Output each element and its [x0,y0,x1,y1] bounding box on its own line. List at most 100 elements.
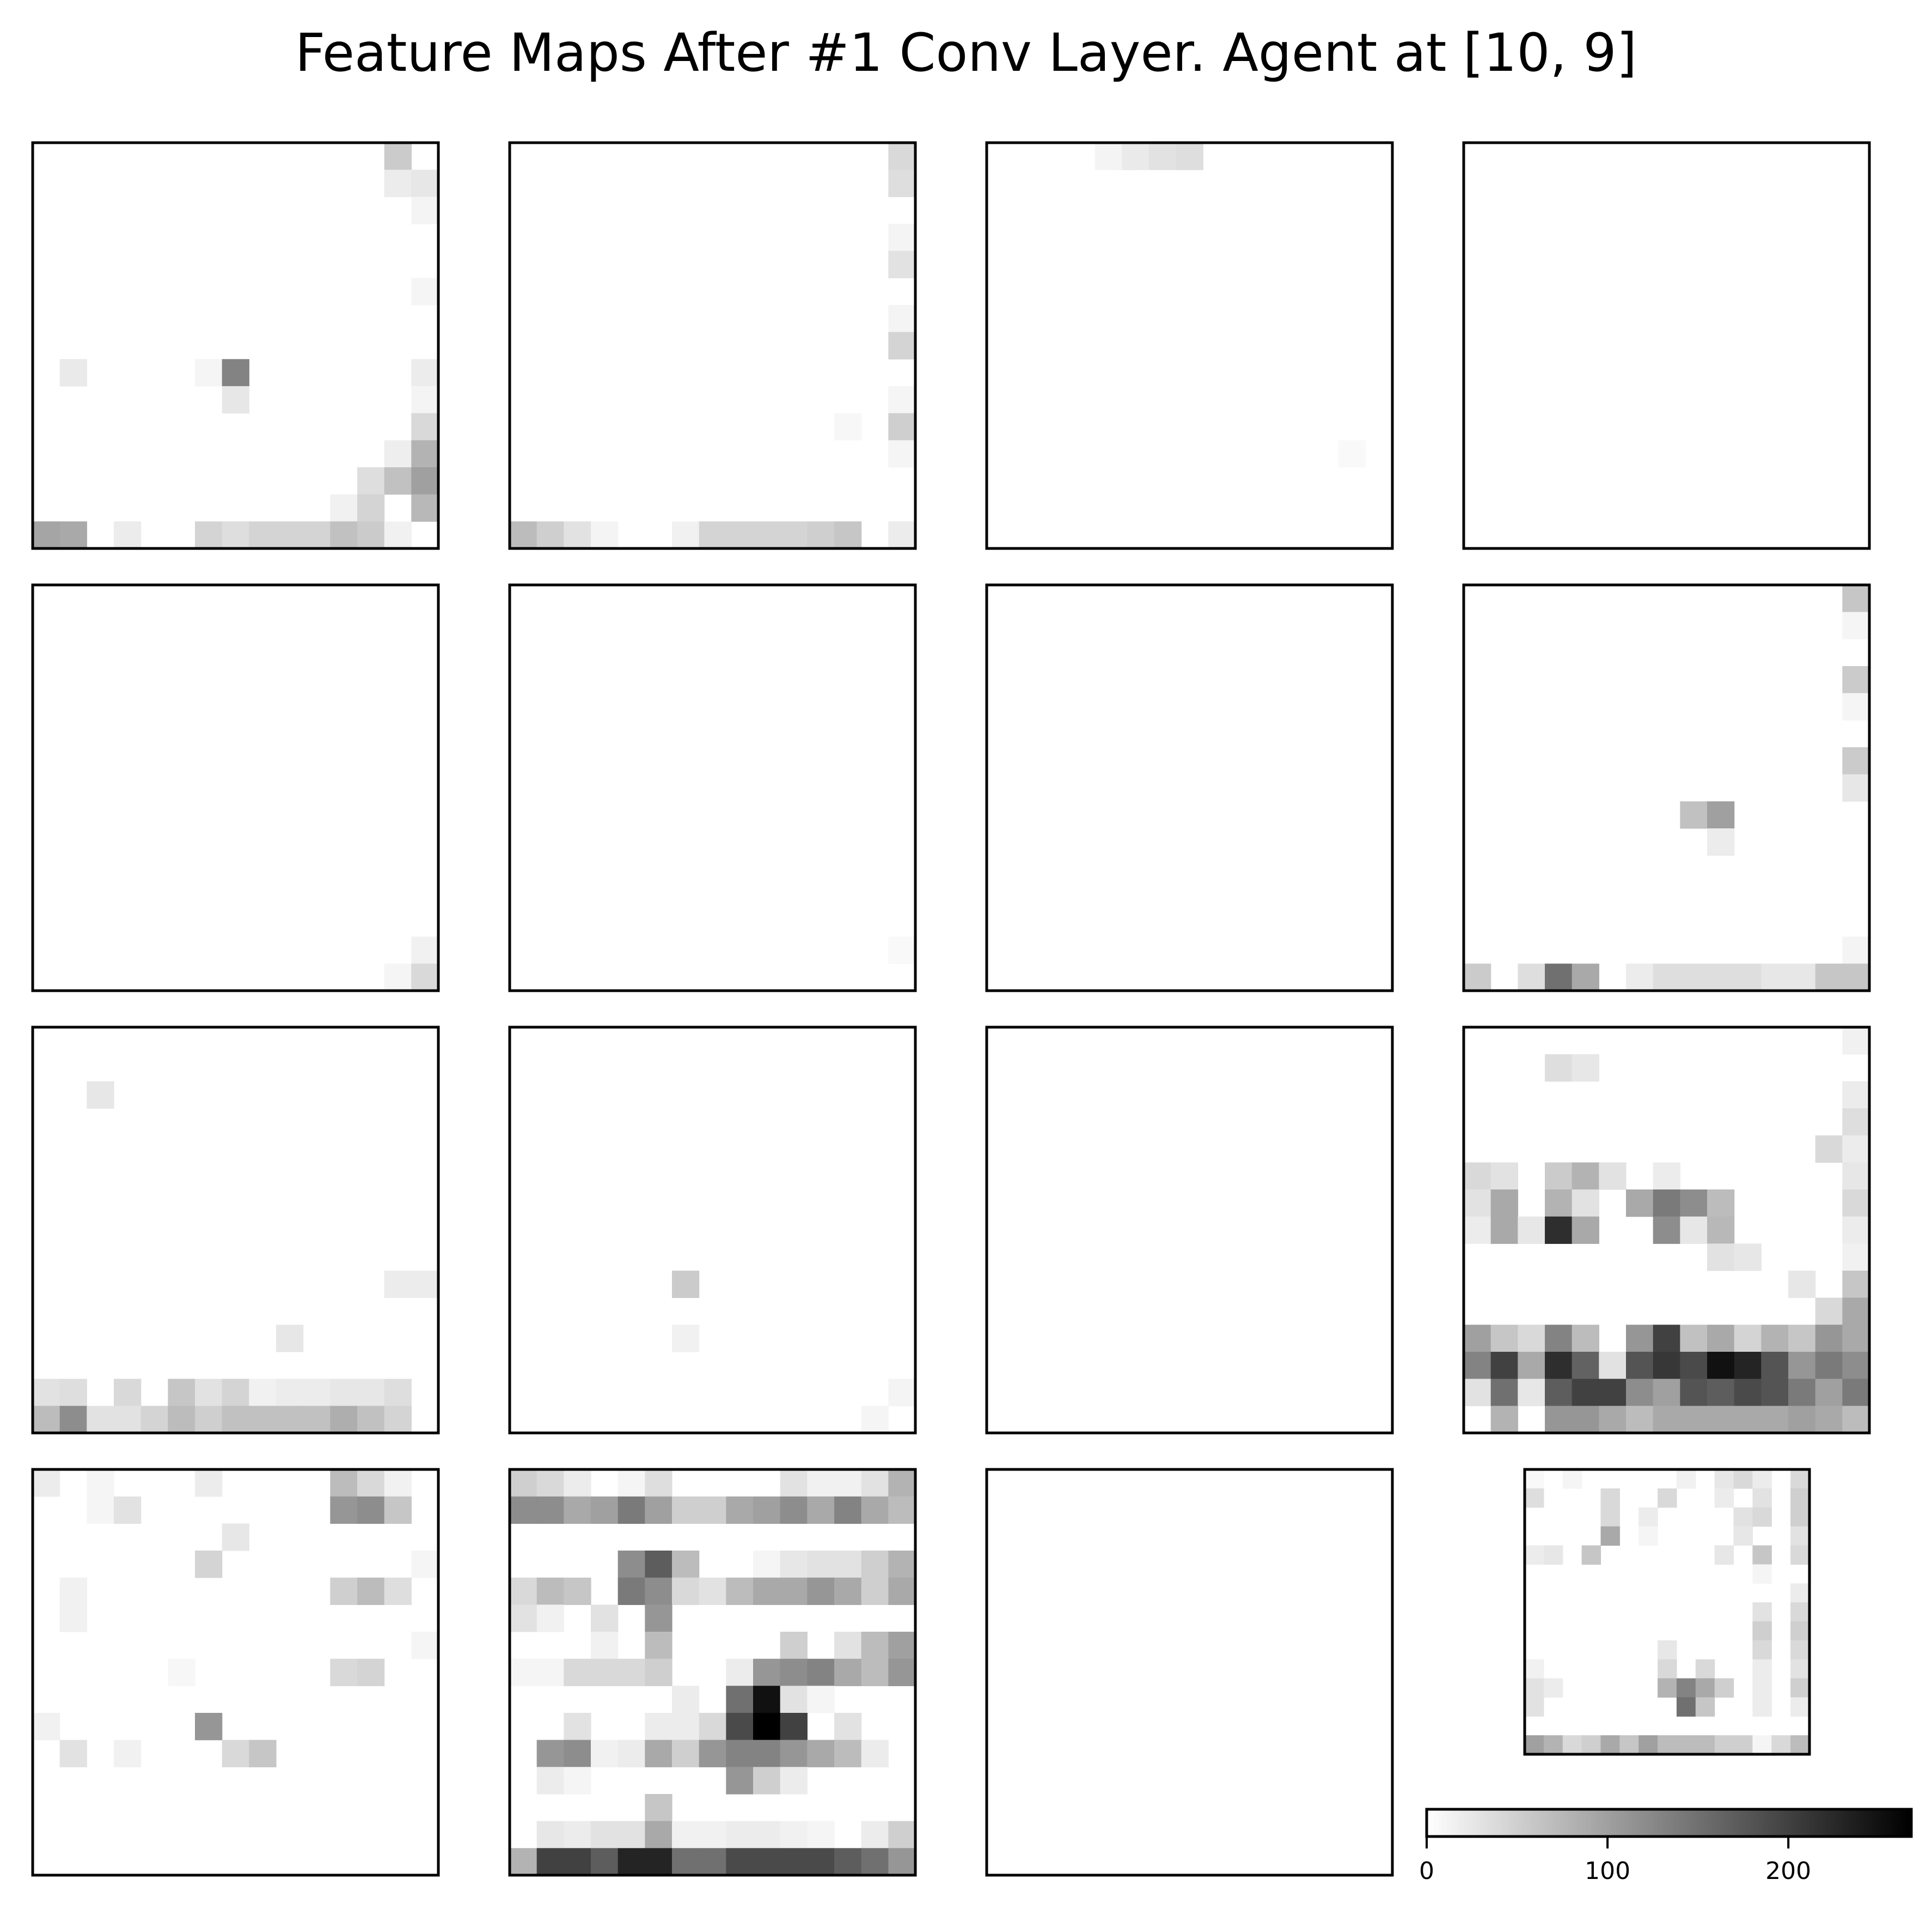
heatmap-cell [1619,1735,1639,1755]
heatmap-cell [645,1551,672,1578]
heatmap-cell [1761,963,1789,991]
heatmap-cell [807,1686,835,1713]
heatmap-cell [753,521,781,549]
heatmap-cell [1490,1189,1518,1217]
heatmap-cell [1653,1189,1680,1217]
heatmap-cell [357,1406,385,1433]
heatmap-cell [330,494,358,522]
heatmap-cell [699,1713,726,1741]
heatmap-cell [1761,1352,1789,1380]
heatmap-cell [753,1496,781,1524]
heatmap-cell [1525,1735,1544,1755]
heatmap-cell [726,1577,754,1605]
heatmap-cell [87,1406,114,1433]
heatmap-cell [1543,1678,1563,1698]
heatmap-cell [1464,963,1491,991]
heatmap-cell [780,1821,808,1848]
heatmap-cell [672,1686,700,1713]
heatmap-cell [357,1658,385,1686]
heatmap-cell [1518,963,1545,991]
heatmap-cell [1788,963,1816,991]
heatmap-cell [1545,1406,1573,1433]
heatmap-cell [1518,1325,1545,1352]
heatmap-cell [645,1713,672,1741]
heatmap-cell [1842,1081,1870,1109]
heatmap-cell [1790,1488,1810,1508]
heatmap-cell [1707,1189,1735,1217]
heatmap-cell [645,1577,672,1605]
heatmap-cell [888,251,916,278]
heatmap-cell [195,1378,223,1406]
heatmap-cell [1525,1697,1544,1717]
heatmap-cell [1525,1545,1544,1565]
heatmap-cell [1658,1678,1677,1698]
feature-map-frame [31,583,440,992]
heatmap-cell [1653,1325,1680,1352]
heatmap-cell [1695,1678,1715,1698]
feature-map-frame [508,583,917,992]
heatmap-cell [780,1658,808,1686]
heatmap-cell [384,467,412,495]
heatmap-cell [1734,1378,1762,1406]
heatmap-cell [1842,1378,1870,1406]
heatmap-cell [1733,1469,1753,1489]
heatmap-cell [536,1821,564,1848]
heatmap-cell [564,1713,591,1741]
heatmap-cell [888,1848,916,1876]
colorbar-tick-label: 200 [1765,1857,1811,1885]
heatmap-cell [1658,1640,1677,1660]
heatmap-cell [564,1821,591,1848]
heatmap-cell [1707,1352,1735,1380]
heatmap-cell [330,1469,358,1497]
heatmap-cell [1842,1027,1870,1055]
heatmap-cell [807,1740,835,1767]
heatmap-cell [276,1406,304,1433]
heatmap-cell [87,1496,114,1524]
heatmap-cell [114,1378,142,1406]
heatmap-cell [59,359,87,387]
heatmap-cell [1752,1507,1772,1527]
heatmap-cell [861,1632,889,1659]
heatmap-cell [1752,1469,1772,1489]
heatmap-cell [536,1604,564,1632]
heatmap-cell [1842,612,1870,639]
heatmap-cell [1572,1216,1599,1244]
heatmap-cell [222,1523,249,1551]
heatmap-cell [888,305,916,333]
heatmap-cell [1676,1697,1696,1717]
heatmap-cell [888,1551,916,1578]
heatmap-cell [1653,963,1680,991]
heatmap-cell [1761,1378,1789,1406]
feature-map-frame [1462,141,1871,550]
feature-map-8 [1462,583,1871,992]
heatmap-cell [1572,1054,1599,1082]
heatmap-cell [411,413,439,441]
heatmap-cell [1714,1469,1734,1489]
heatmap-cell [536,1740,564,1767]
feature-map-14 [508,1468,917,1877]
heatmap-cell [861,1658,889,1686]
heatmap-cell [1572,1189,1599,1217]
heatmap-cell [411,197,439,224]
heatmap-cell [834,521,862,549]
heatmap-cell [1658,1488,1677,1508]
heatmap-cell [1653,1162,1680,1190]
heatmap-cell [780,1767,808,1795]
heatmap-cell [726,1740,754,1767]
heatmap-cell [1525,1678,1544,1698]
heatmap-cell [1562,1735,1582,1755]
heatmap-cell [1790,1545,1810,1565]
heatmap-cell [617,1496,645,1524]
heatmap-cell [33,1378,60,1406]
heatmap-cell [861,1821,889,1848]
heatmap-cell [888,143,916,170]
heatmap-cell [195,1713,223,1741]
heatmap-cell [861,1406,889,1433]
heatmap-cell [1490,1325,1518,1352]
heatmap-cell [617,1740,645,1767]
heatmap-cell [1752,1545,1772,1565]
heatmap-cell [1842,1243,1870,1271]
heatmap-cell [564,1767,591,1795]
heatmap-cell [384,1271,412,1298]
heatmap-cell [330,521,358,549]
